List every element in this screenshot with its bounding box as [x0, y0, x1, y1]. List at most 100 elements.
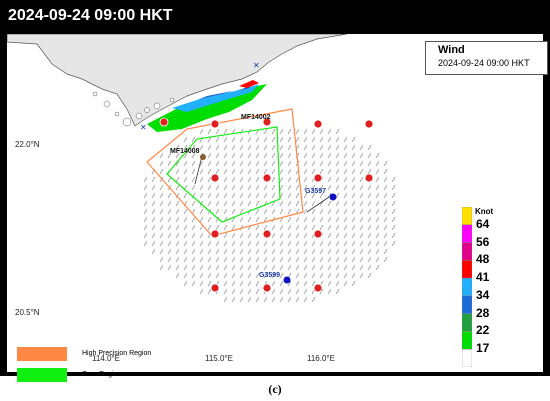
wind-barb	[335, 216, 340, 223]
wind-barb	[199, 128, 204, 135]
wind-barb	[199, 280, 204, 287]
wind-barb	[207, 280, 212, 287]
wind-barb	[271, 192, 276, 199]
wind-barb	[319, 192, 324, 199]
wind-barb	[279, 208, 284, 215]
wind-barb	[303, 168, 308, 175]
wind-barb	[183, 256, 188, 263]
wind-barb	[151, 240, 156, 247]
wind-barb	[151, 232, 156, 239]
wind-barb	[271, 200, 276, 207]
wind-barb	[335, 208, 340, 215]
wind-barb	[151, 192, 156, 199]
wind-barb	[175, 152, 180, 159]
wind-barb	[239, 288, 244, 295]
wind-barb	[215, 168, 220, 175]
wind-barb	[375, 200, 380, 207]
wind-barb	[375, 232, 380, 239]
wind-barb	[327, 224, 332, 231]
station-label-g3599: G3599	[259, 272, 281, 279]
wind-barb	[207, 160, 212, 167]
wind-barb	[391, 176, 396, 183]
wind-barb	[319, 168, 324, 175]
wind-barb	[255, 152, 260, 159]
wind-barb	[383, 216, 388, 223]
wind-barb	[287, 264, 292, 271]
wind-barb	[239, 248, 244, 255]
wind-barb	[327, 136, 332, 143]
wind-barb	[327, 200, 332, 207]
wind-barb	[199, 168, 204, 175]
wind-barb	[335, 232, 340, 239]
wind-barb	[247, 280, 252, 287]
wind-barb	[247, 240, 252, 247]
wind-barb	[311, 280, 316, 287]
wind-barb	[167, 232, 172, 239]
wind-info-box: Wind 2024-09-24 09:00 HKT	[425, 41, 548, 75]
wind-barb	[367, 160, 372, 167]
wind-barb	[255, 136, 260, 143]
wind-barb	[303, 224, 308, 231]
wind-barb	[175, 256, 180, 263]
wind-barb	[271, 288, 276, 295]
wind-barb	[215, 264, 220, 271]
wind-barb	[231, 216, 236, 223]
wind-barb	[319, 240, 324, 247]
wind-barb	[311, 256, 316, 263]
wind-barb	[255, 176, 260, 183]
wind-barb	[231, 232, 236, 239]
wind-barb	[279, 288, 284, 295]
scale-label: 48	[476, 252, 490, 267]
wind-barb	[167, 264, 172, 271]
wind-barb	[383, 224, 388, 231]
wind-barb	[359, 192, 364, 199]
wind-barb	[287, 288, 292, 295]
wind-barb	[191, 192, 196, 199]
wind-barb	[295, 232, 300, 239]
wind-barb	[295, 296, 300, 303]
wind-barb	[383, 168, 388, 175]
wind-barb	[255, 200, 260, 207]
station-dot	[364, 119, 374, 129]
wind-barb	[271, 264, 276, 271]
wind-barb	[311, 248, 316, 255]
wind-barb	[255, 264, 260, 271]
wind-barb	[191, 136, 196, 143]
wind-barb	[231, 168, 236, 175]
wind-barb	[207, 288, 212, 295]
wind-barb	[215, 240, 220, 247]
wind-barb	[255, 296, 260, 303]
wind-barb	[287, 152, 292, 159]
wind-barb	[295, 272, 300, 279]
wind-barb	[343, 264, 348, 271]
wind-barb	[215, 184, 220, 191]
wind-barb	[263, 296, 268, 303]
wind-barb	[239, 200, 244, 207]
wind-barb	[215, 144, 220, 151]
wind-barb	[143, 216, 148, 223]
wind-barb	[207, 224, 212, 231]
wind-barb	[351, 248, 356, 255]
wind-barb	[359, 264, 364, 271]
wind-barb	[335, 264, 340, 271]
scale-label: 56	[476, 234, 490, 249]
wind-barb	[231, 248, 236, 255]
wind-barb	[287, 208, 292, 215]
wind-barb	[359, 224, 364, 231]
wind-barb	[231, 144, 236, 151]
wind-barb	[231, 296, 236, 303]
wind-barb	[359, 144, 364, 151]
wind-barb	[247, 144, 252, 151]
wind-barb	[247, 192, 252, 199]
wind-barb	[351, 192, 356, 199]
wind-barb	[319, 144, 324, 151]
wind-barb	[287, 176, 292, 183]
wind-barb	[311, 192, 316, 199]
wind-barb	[239, 168, 244, 175]
wind-barb	[207, 168, 212, 175]
wind-barb	[175, 264, 180, 271]
wind-barb	[343, 232, 348, 239]
buoy-mf14008	[200, 154, 206, 160]
station-dot	[210, 119, 220, 129]
wind-barb	[199, 248, 204, 255]
